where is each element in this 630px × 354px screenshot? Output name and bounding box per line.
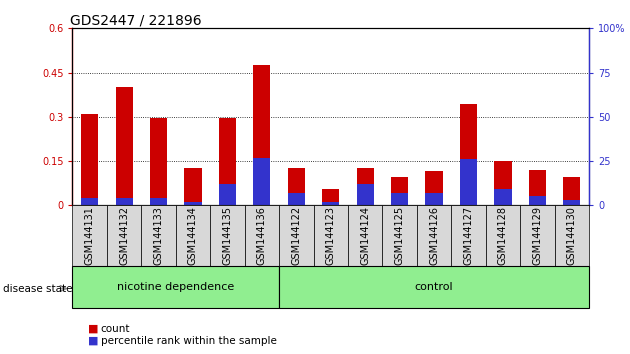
FancyBboxPatch shape (72, 266, 279, 308)
Bar (495, 161, 512, 205)
Bar (150, 118, 167, 205)
Bar (425, 171, 443, 205)
Bar (425, 193, 443, 205)
Text: GSM144126: GSM144126 (429, 206, 439, 265)
Text: ■: ■ (88, 324, 99, 333)
Text: nicotine dependence: nicotine dependence (117, 282, 234, 292)
FancyBboxPatch shape (520, 205, 554, 266)
FancyBboxPatch shape (141, 205, 176, 266)
FancyBboxPatch shape (486, 205, 520, 266)
Text: GSM144123: GSM144123 (326, 206, 336, 265)
Bar (219, 118, 236, 205)
Text: count: count (101, 324, 130, 333)
FancyBboxPatch shape (72, 205, 107, 266)
Bar (288, 169, 305, 205)
Text: GSM144129: GSM144129 (532, 206, 542, 265)
FancyBboxPatch shape (451, 205, 486, 266)
Text: GSM144133: GSM144133 (154, 206, 164, 265)
FancyBboxPatch shape (107, 205, 141, 266)
Bar (288, 193, 305, 205)
Bar (495, 189, 512, 205)
Bar (81, 198, 98, 205)
Bar (391, 177, 408, 205)
Text: GSM144128: GSM144128 (498, 206, 508, 265)
Bar (115, 198, 133, 205)
FancyBboxPatch shape (348, 205, 382, 266)
Text: GSM144136: GSM144136 (257, 206, 267, 265)
Bar (357, 169, 374, 205)
Bar (219, 184, 236, 205)
FancyBboxPatch shape (176, 205, 210, 266)
FancyBboxPatch shape (382, 205, 417, 266)
FancyBboxPatch shape (554, 205, 589, 266)
Bar (81, 114, 98, 205)
Text: GSM144131: GSM144131 (84, 206, 94, 265)
Bar (460, 159, 477, 205)
FancyBboxPatch shape (244, 205, 279, 266)
Text: percentile rank within the sample: percentile rank within the sample (101, 336, 277, 346)
Text: GSM144132: GSM144132 (119, 206, 129, 265)
Text: GDS2447 / 221896: GDS2447 / 221896 (70, 13, 202, 27)
Text: GSM144130: GSM144130 (567, 206, 577, 265)
Bar (322, 202, 340, 205)
Bar (150, 198, 167, 205)
Bar (322, 189, 340, 205)
Text: GSM144127: GSM144127 (464, 206, 474, 265)
Bar (185, 202, 202, 205)
FancyBboxPatch shape (279, 205, 314, 266)
Text: ■: ■ (88, 336, 99, 346)
FancyBboxPatch shape (210, 205, 244, 266)
Bar (391, 193, 408, 205)
Bar (563, 200, 580, 205)
Bar (563, 177, 580, 205)
Bar (115, 87, 133, 205)
Bar (529, 196, 546, 205)
Text: GSM144122: GSM144122 (291, 206, 301, 265)
Text: GSM144135: GSM144135 (222, 206, 232, 265)
FancyBboxPatch shape (279, 266, 589, 308)
Bar (253, 158, 270, 205)
Text: disease state: disease state (3, 284, 72, 293)
FancyBboxPatch shape (417, 205, 451, 266)
Bar (185, 169, 202, 205)
Text: GSM144124: GSM144124 (360, 206, 370, 265)
Text: GSM144125: GSM144125 (394, 206, 404, 265)
Bar (253, 65, 270, 205)
FancyBboxPatch shape (314, 205, 348, 266)
Text: control: control (415, 282, 454, 292)
Bar (460, 104, 477, 205)
Text: GSM144134: GSM144134 (188, 206, 198, 265)
Bar (529, 170, 546, 205)
Bar (357, 184, 374, 205)
